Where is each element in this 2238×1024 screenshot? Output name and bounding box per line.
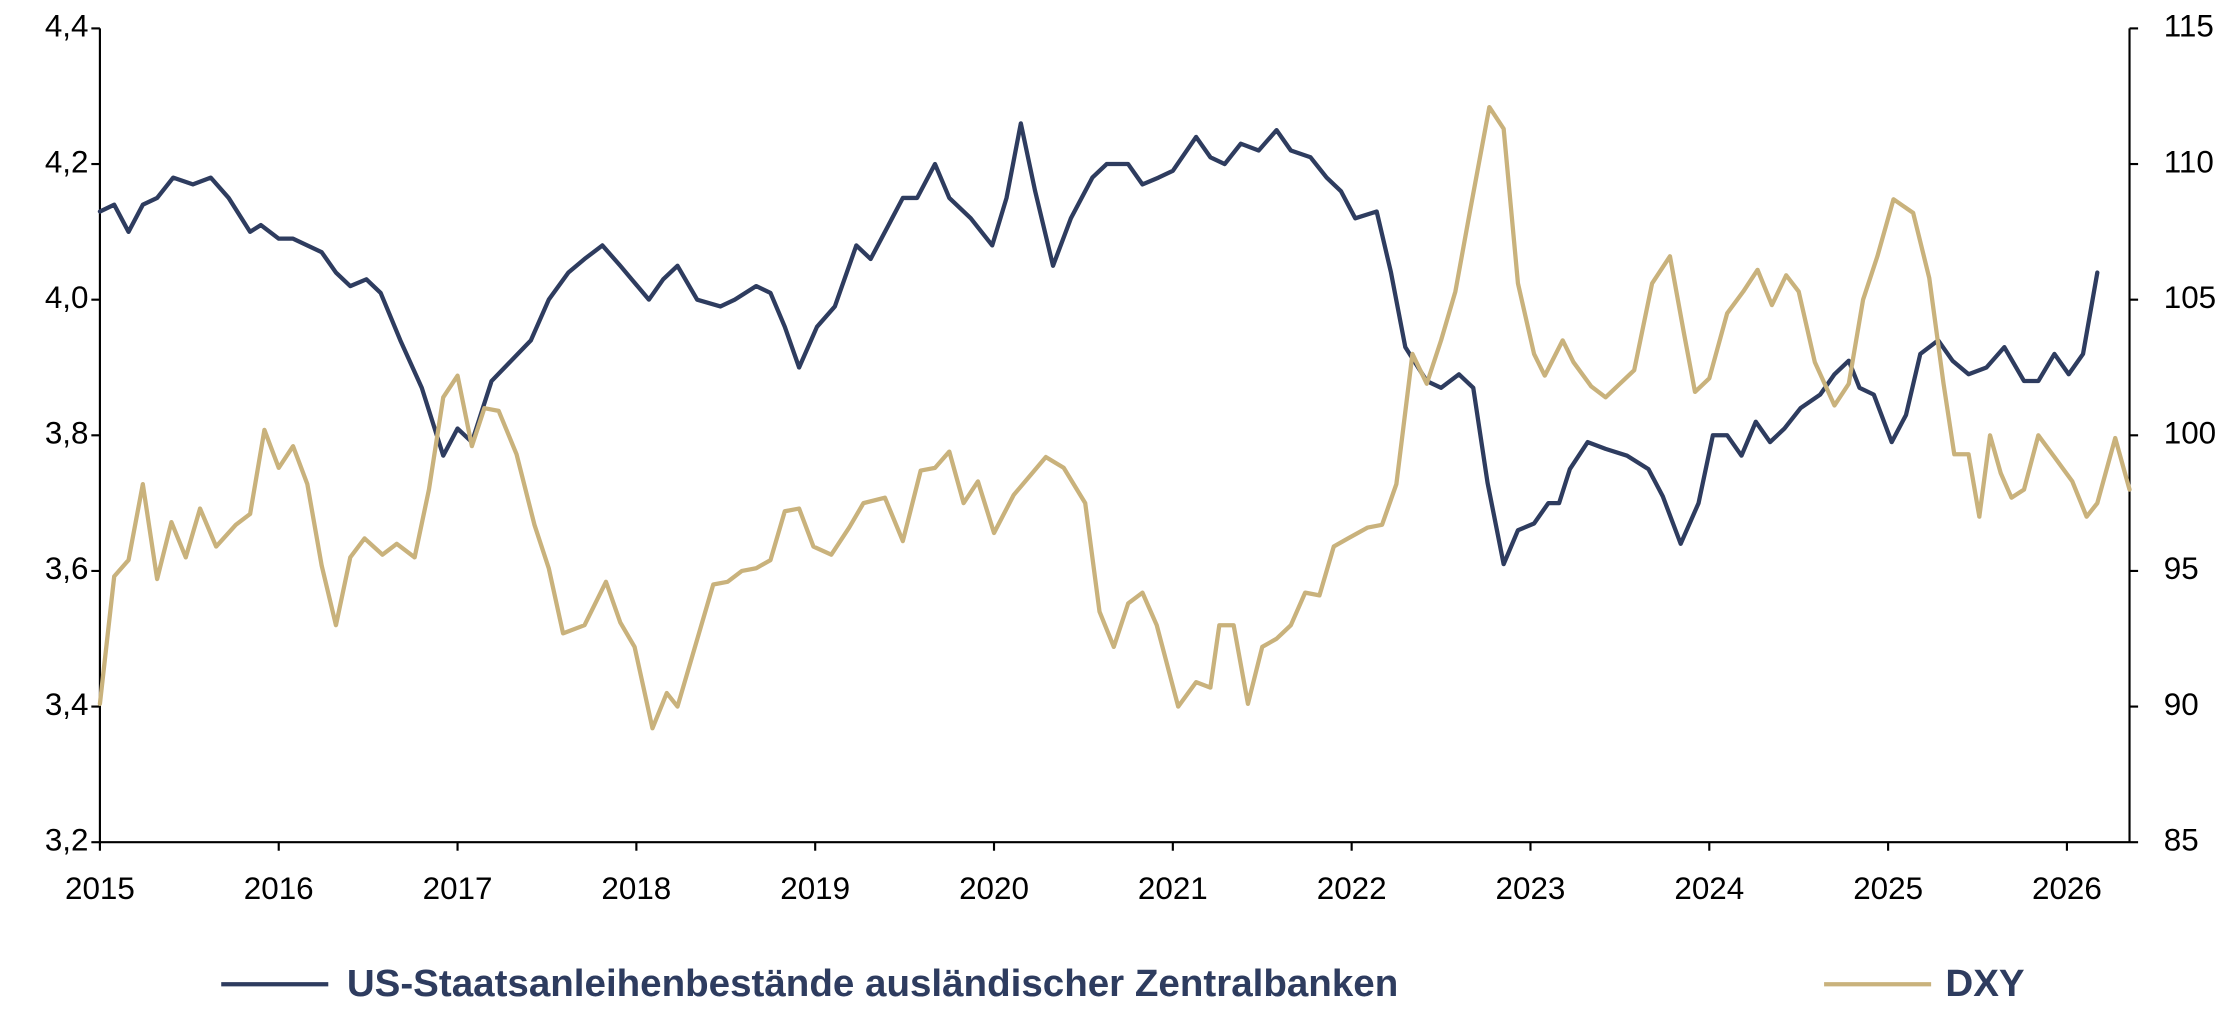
x-tick-label: 2019	[780, 871, 850, 906]
y2-tick-label: 110	[2164, 144, 2214, 179]
x-tick-label: 2022	[1317, 871, 1387, 906]
y2-tick-label: 95	[2164, 551, 2199, 586]
x-tick-label: 2021	[1138, 871, 1208, 906]
y2-tick-label: 105	[2164, 280, 2216, 315]
x-tick-label: 2018	[601, 871, 671, 906]
y-tick-label: 3,4	[45, 687, 89, 722]
y2-tick-label: 100	[2164, 416, 2216, 451]
x-tick-label: 2025	[1853, 871, 1923, 906]
legend-label: DXY	[1945, 962, 2025, 1005]
y2-tick-label: 115	[2164, 9, 2214, 44]
y-tick-label: 4,0	[45, 280, 89, 315]
y2-tick-label: 90	[2164, 687, 2199, 722]
legend-label: US-Staatsanleihenbestände ausländischer …	[347, 962, 1398, 1005]
y-tick-label: 3,8	[45, 416, 89, 451]
x-tick-label: 2023	[1496, 871, 1566, 906]
y-tick-label: 4,2	[45, 144, 89, 179]
x-tick-label: 2015	[65, 871, 135, 906]
x-tick-label: 2017	[423, 871, 493, 906]
y-tick-label: 4,4	[45, 9, 89, 44]
series-line	[97, 121, 2100, 567]
x-tick-label: 2024	[1674, 871, 1744, 906]
y2-tick-label: 85	[2164, 823, 2199, 858]
x-tick-label: 2026	[2032, 871, 2102, 906]
y-tick-label: 3,2	[45, 823, 89, 858]
series-line	[97, 104, 2132, 731]
x-tick-label: 2016	[244, 871, 314, 906]
x-tick-label: 2020	[959, 871, 1029, 906]
y-tick-label: 3,6	[45, 551, 89, 586]
